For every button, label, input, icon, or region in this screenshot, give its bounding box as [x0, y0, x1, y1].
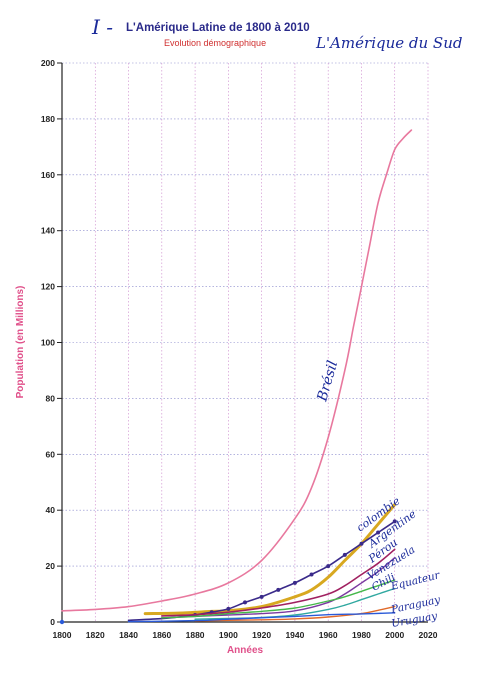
series-lines	[59, 129, 413, 625]
series-point	[309, 572, 314, 577]
series-point	[292, 580, 297, 585]
x-tick-label: 1800	[53, 630, 72, 640]
chart-subtitle: Evolution démographique	[164, 38, 266, 48]
series-annotation: Equateur	[389, 569, 442, 593]
series-point	[359, 541, 364, 546]
chart-title: L'Amérique Latine de 1800 à 2010	[126, 22, 310, 34]
y-axis-title: Population (en Millions)	[15, 286, 26, 399]
axes: 0 20 40 60 80 100 120 140 160 180 200 1800 1820 1840 1…	[41, 58, 438, 640]
series-line-4	[161, 557, 396, 619]
series-line-3	[161, 548, 396, 617]
handwritten-note: L'Amérique du Sud	[315, 34, 462, 52]
y-tick-label: 80	[46, 393, 56, 403]
x-tick-label: 1820	[86, 630, 105, 640]
y-tick-label: 200	[41, 58, 55, 68]
x-tick-label: 1940	[285, 630, 304, 640]
grid	[62, 62, 429, 622]
series-line-7	[194, 605, 396, 622]
series-point	[376, 530, 381, 535]
series-point	[226, 606, 231, 611]
series-line-5	[161, 579, 396, 619]
x-tick-label: 2000	[385, 630, 404, 640]
x-tick-label: 1960	[319, 630, 338, 640]
handwritten-prefix: I -	[91, 15, 113, 39]
series-point	[276, 587, 281, 592]
x-tick-label: 1840	[119, 630, 138, 640]
series-point	[243, 600, 247, 605]
y-tick-label: 180	[41, 114, 55, 124]
x-tick-label: 1920	[252, 630, 271, 640]
series-line-0	[61, 129, 413, 612]
x-tick-label: 2020	[419, 630, 438, 640]
series-point	[342, 552, 347, 557]
y-tick-label: 60	[46, 449, 56, 459]
series-point	[259, 594, 264, 599]
y-tick-label: 160	[41, 170, 55, 180]
series-annotations: BrésilcolombieArgentinePérouVenezuelaChi…	[314, 359, 442, 630]
series-point	[326, 564, 331, 569]
y-tick-label: 100	[41, 338, 55, 348]
x-tick-label: 1980	[352, 630, 371, 640]
y-tick-label: 40	[46, 505, 56, 515]
origin-point	[59, 619, 65, 625]
y-tick-label: 140	[41, 226, 55, 236]
x-axis-title: Années	[227, 645, 264, 656]
y-tick-label: 0	[50, 617, 55, 627]
series-annotation: Brésil	[314, 359, 341, 404]
series-point	[392, 519, 397, 524]
y-tick-label: 120	[41, 282, 55, 292]
x-tick-label: 1880	[186, 630, 205, 640]
y-tick-label: 20	[46, 561, 56, 571]
x-tick-label: 1900	[219, 630, 238, 640]
series-line-8	[127, 612, 396, 623]
x-tick-label: 1860	[152, 630, 171, 640]
